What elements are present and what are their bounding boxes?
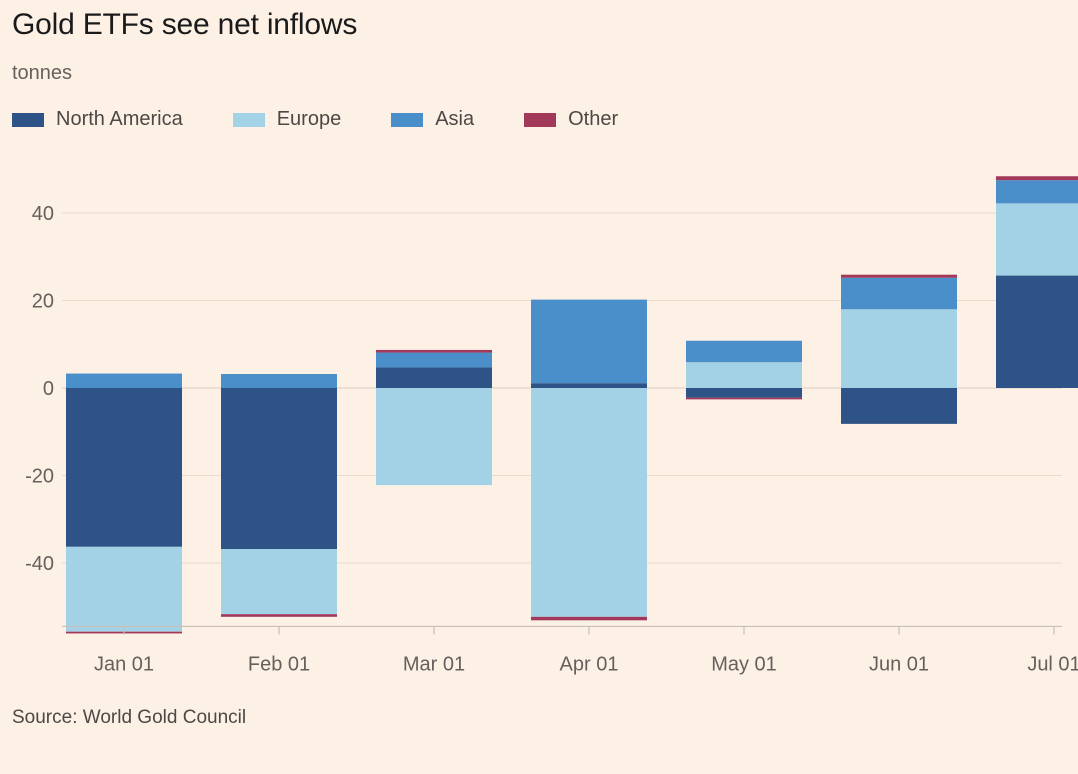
legend-item-north-america: North America [12, 108, 183, 131]
x-tick-label: May 01 [711, 653, 777, 675]
bar-europe [686, 362, 802, 388]
chart-plot: 40 20 0 -20 -40 Jan 01 Feb 01 Mar 01 Apr 01 May … [25, 176, 1078, 675]
legend-item-europe: Europe [232, 108, 342, 131]
chart-title: Gold ETFs see net inflows [12, 8, 358, 41]
bar-asia [221, 374, 337, 388]
bars [66, 176, 1078, 634]
bar-north-america [66, 388, 182, 547]
bar-asia [376, 352, 492, 368]
source-note: Source: World Gold Council [12, 707, 247, 728]
bar-europe [841, 309, 957, 388]
bar-asia [531, 299, 647, 384]
bar-north-america [841, 388, 957, 424]
legend-swatch-north-america [12, 112, 44, 127]
chart-subtitle: tonnes [12, 62, 73, 84]
bar-other [841, 274, 957, 278]
bar-north-america [531, 383, 647, 388]
legend-swatch-europe [232, 112, 265, 127]
y-tick-label: 0 [43, 378, 54, 400]
legend-label-north-america: North America [56, 108, 183, 130]
y-tick-label: 40 [32, 203, 54, 225]
bar-other [531, 616, 647, 621]
y-tick-label: -20 [25, 466, 54, 488]
bar-asia [66, 373, 182, 388]
legend-item-other: Other [524, 108, 618, 131]
legend: North America Europe Asia Other [12, 108, 668, 131]
x-tick-label: Apr 01 [560, 653, 619, 675]
y-tick-label: -40 [25, 553, 54, 575]
x-tick-label: Jul 01 [1027, 653, 1078, 675]
bar-europe [996, 203, 1078, 276]
bar-other [996, 176, 1078, 181]
bar-north-america [996, 275, 1078, 388]
bar-asia [841, 277, 957, 310]
bar-north-america [221, 388, 337, 549]
legend-label-europe: Europe [276, 108, 342, 130]
bar-europe [66, 546, 182, 632]
bar-other [221, 614, 337, 617]
x-tick-label: Mar 01 [403, 653, 465, 675]
legend-label-other: Other [568, 108, 619, 130]
bar-north-america [686, 388, 802, 398]
x-tick-label: Feb 01 [248, 653, 310, 675]
x-tick-label: Jan 01 [94, 653, 154, 675]
bar-asia [686, 340, 802, 363]
x-axis: Jan 01 Feb 01 Mar 01 Apr 01 May 01 Jun 01 Jul … [62, 625, 1078, 675]
bar-europe [376, 388, 492, 486]
bar-europe [221, 549, 337, 615]
legend-swatch-other [524, 112, 557, 127]
legend-label-asia: Asia [435, 108, 475, 130]
bar-north-america [376, 367, 492, 388]
bar-other [376, 349, 492, 353]
legend-swatch-asia [391, 112, 424, 127]
x-tick-label: Jun 01 [869, 653, 929, 675]
bar-asia [996, 180, 1078, 204]
legend-item-asia: Asia [391, 108, 474, 131]
bar-europe [531, 388, 647, 617]
bar-other [686, 397, 802, 400]
y-tick-label: 20 [32, 291, 54, 313]
